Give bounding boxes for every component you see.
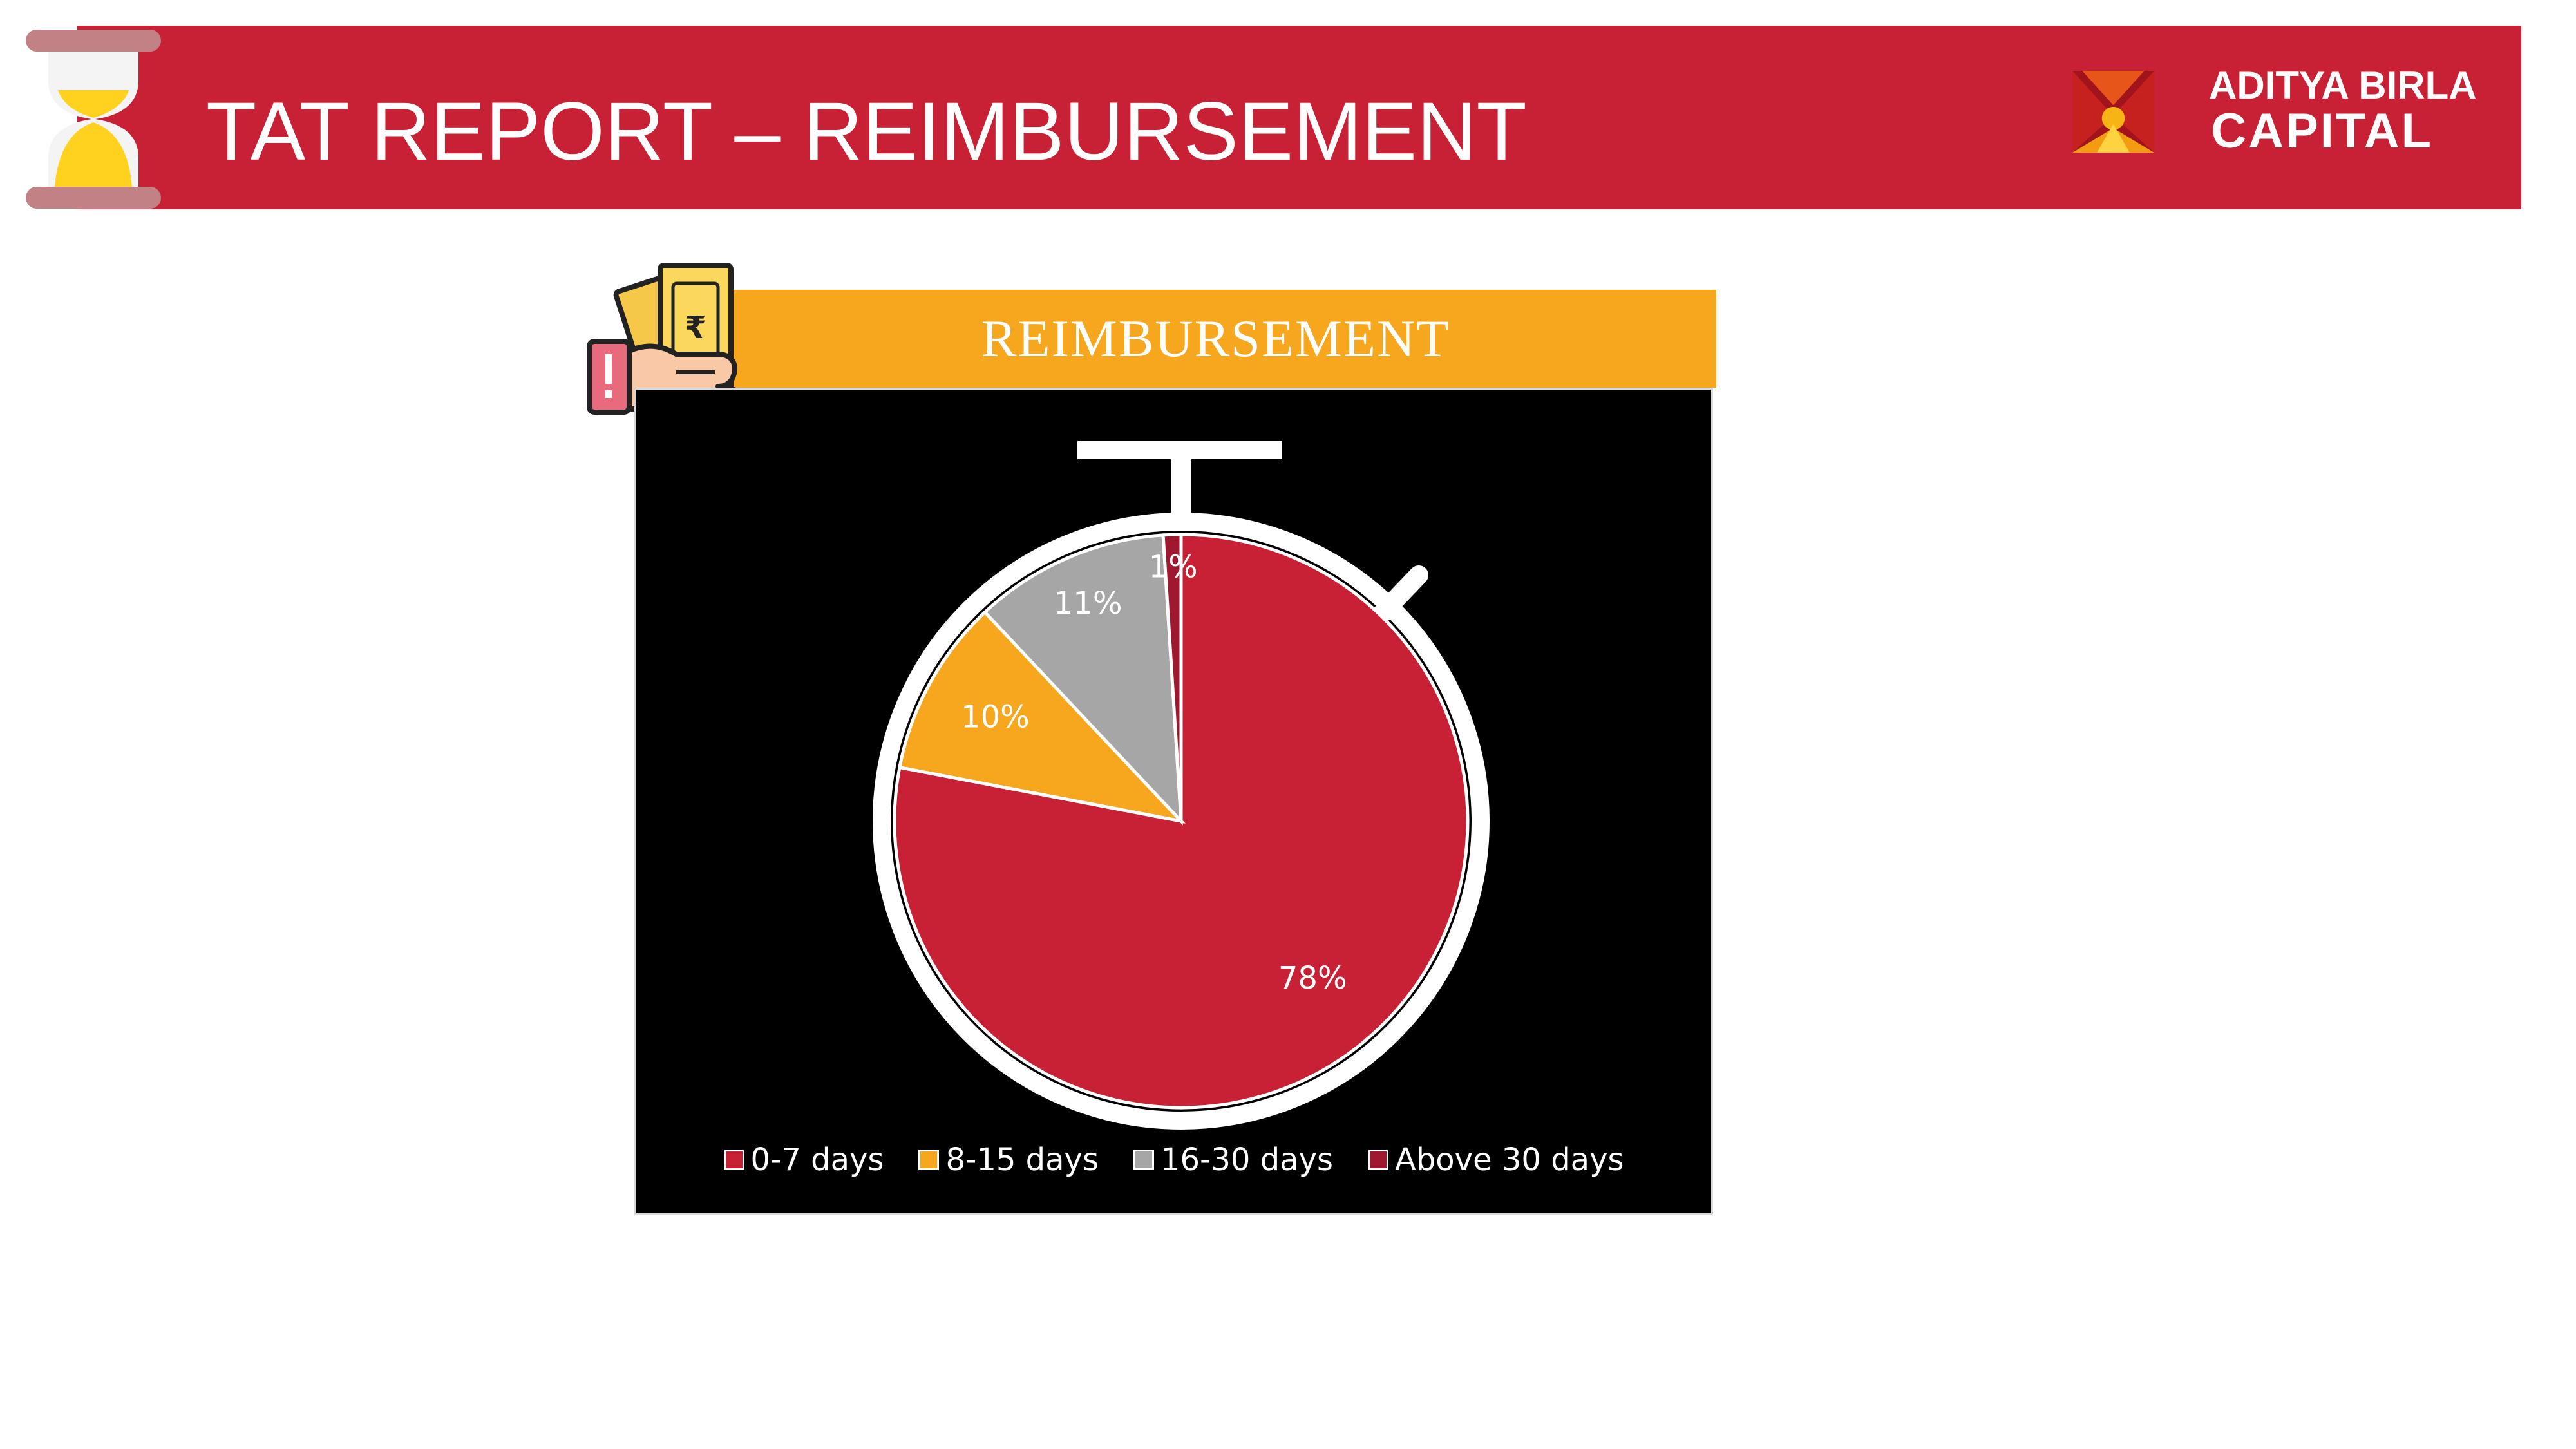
legend-item-4: Above 30 days	[1367, 1142, 1624, 1178]
legend-swatch-1	[723, 1150, 744, 1170]
legend-swatch-4	[1367, 1150, 1388, 1170]
legend-item-1: 0-7 days	[723, 1142, 884, 1178]
legend-label-1: 0-7 days	[750, 1142, 884, 1178]
legend-label-4: Above 30 days	[1394, 1142, 1624, 1178]
legend: 0-7 days 8-15 days 16-30 days Above 30 days	[636, 1142, 1711, 1178]
legend-swatch-3	[1133, 1150, 1154, 1170]
stopwatch-side-button	[1366, 565, 1428, 630]
brand-logo: ADITYA BIRLA CAPITAL	[2072, 64, 2477, 158]
aditya-birla-logo-mark	[2072, 71, 2154, 153]
legend-item-2: 8-15 days	[918, 1142, 1099, 1178]
legend-swatch-2	[918, 1150, 940, 1170]
legend-label-2: 8-15 days	[945, 1142, 1099, 1178]
pie-labels: 78% 10% 11% 1%	[961, 549, 1347, 996]
pie-slice-3	[982, 533, 1183, 826]
svg-text:₹: ₹	[685, 310, 706, 346]
pie-slice-4	[1161, 533, 1183, 822]
chart-title-bar: REIMBURSEMENT	[715, 290, 1716, 388]
chart-area: 78% 10% 11% 1% 0-7 days 8-15 days 16-30 days A…	[634, 388, 1713, 1215]
logo-text-line1: ADITYA BIRLA	[2209, 64, 2477, 107]
pie-label-4: 1%	[1149, 549, 1198, 585]
money-hand-icon: ₹	[587, 263, 738, 415]
stopwatch-stem	[1171, 450, 1191, 522]
pie-label-2: 10%	[961, 699, 1030, 735]
legend-item-3: 16-30 days	[1133, 1142, 1333, 1178]
pie-label-3: 11%	[1054, 585, 1122, 621]
pie-label-1: 78%	[1278, 960, 1347, 996]
legend-label-3: 16-30 days	[1160, 1142, 1333, 1178]
pie-slice-2	[897, 610, 1186, 824]
chart-title: REIMBURSEMENT	[981, 309, 1450, 368]
hourglass-icon	[26, 30, 161, 209]
pie-chart: 78% 10% 11% 1%	[873, 441, 1490, 1130]
logo-text-line2: CAPITAL	[2211, 104, 2433, 158]
stopwatch-frame	[873, 441, 1490, 1130]
slide-title: TAT REPORT – REIMBURSEMENT	[206, 86, 1527, 178]
pie-slices	[893, 533, 1470, 1110]
